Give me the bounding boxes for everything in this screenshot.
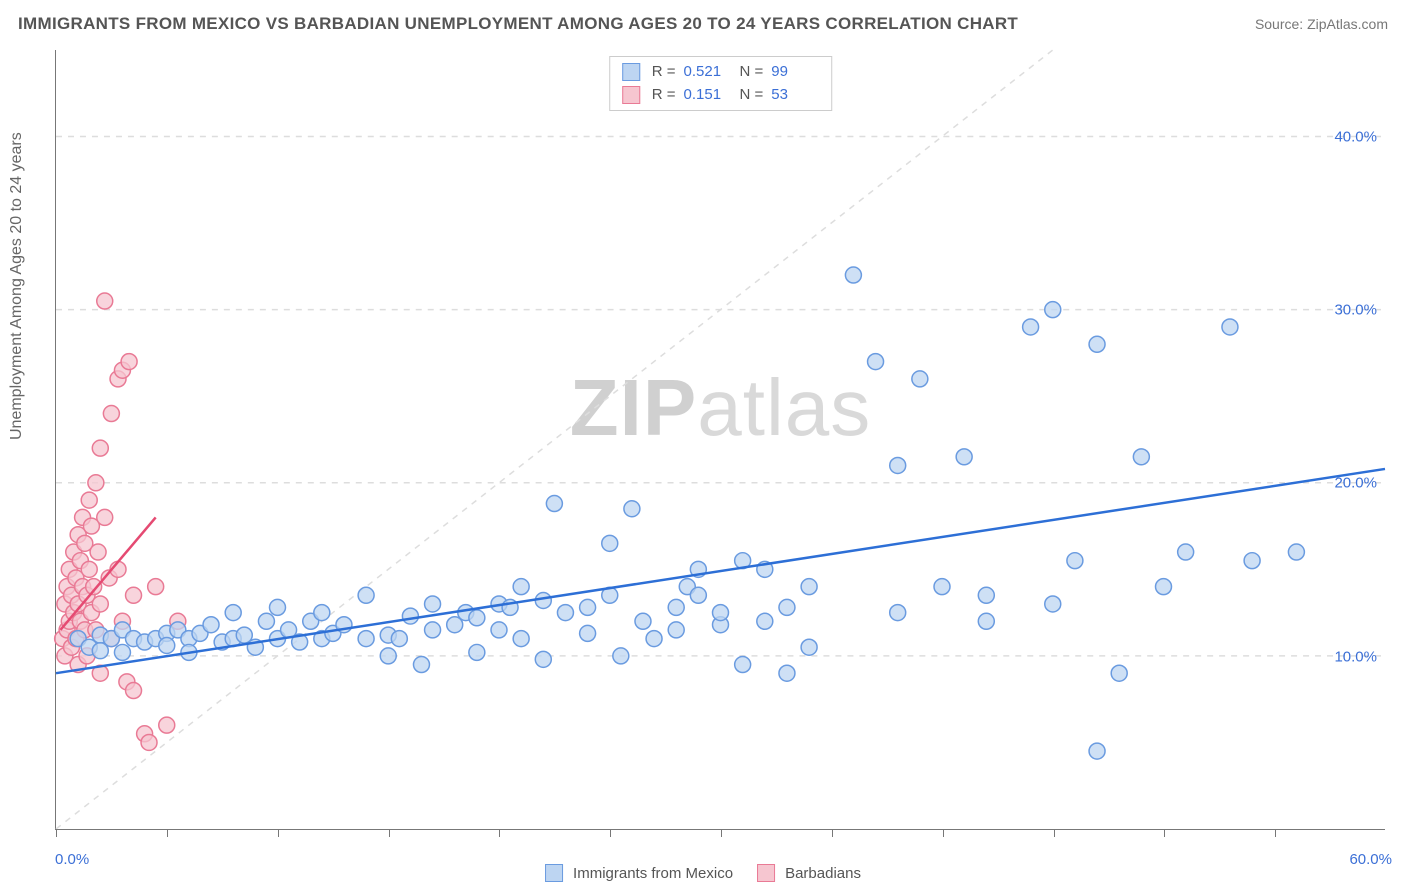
stat-n-label: N = [740,84,764,107]
y-tick-label: 30.0% [1334,302,1377,319]
y-axis-label: Unemployment Among Ages 20 to 24 years [8,132,26,440]
x-tick [721,829,722,837]
stat-r-label: R = [652,84,676,107]
source-attribution: Source: ZipAtlas.com [1255,16,1388,32]
stat-r-value-0: 0.521 [684,61,732,84]
stat-r-value-1: 0.151 [684,84,732,107]
scatter-svg [56,50,1385,829]
x-tick [499,829,500,837]
x-tick [1164,829,1165,837]
x-tick [389,829,390,837]
y-tick-label: 10.0% [1334,648,1377,665]
x-tick [1054,829,1055,837]
x-tick [610,829,611,837]
swatch-series-1 [622,86,640,104]
legend-swatch-0 [545,864,563,882]
swatch-series-0 [622,63,640,81]
x-tick-label-max: 60.0% [1349,851,1392,868]
x-tick [943,829,944,837]
x-tick [278,829,279,837]
y-tick-label: 20.0% [1334,475,1377,492]
stat-n-label: N = [740,61,764,84]
stats-row-series-1: R = 0.151 N = 53 [622,84,820,107]
plot-area: ZIPatlas 10.0%20.0%30.0%40.0% R = 0.521 … [55,50,1385,830]
chart-title: IMMIGRANTS FROM MEXICO VS BARBADIAN UNEM… [18,14,1018,34]
legend-label-1: Barbadians [785,865,861,882]
x-tick [832,829,833,837]
x-tick [167,829,168,837]
legend-label-0: Immigrants from Mexico [573,865,733,882]
stats-row-series-0: R = 0.521 N = 99 [622,61,820,84]
bottom-legend: Immigrants from Mexico Barbadians [545,864,861,882]
stat-n-value-1: 53 [771,84,819,107]
x-tick [1275,829,1276,837]
x-tick-label-min: 0.0% [55,851,89,868]
legend-swatch-1 [757,864,775,882]
x-tick [56,829,57,837]
stat-r-label: R = [652,61,676,84]
legend-item-1: Barbadians [757,864,861,882]
legend-item-0: Immigrants from Mexico [545,864,733,882]
stats-box: R = 0.521 N = 99 R = 0.151 N = 53 [609,56,833,111]
stat-n-value-0: 99 [771,61,819,84]
y-tick-label: 40.0% [1334,128,1377,145]
